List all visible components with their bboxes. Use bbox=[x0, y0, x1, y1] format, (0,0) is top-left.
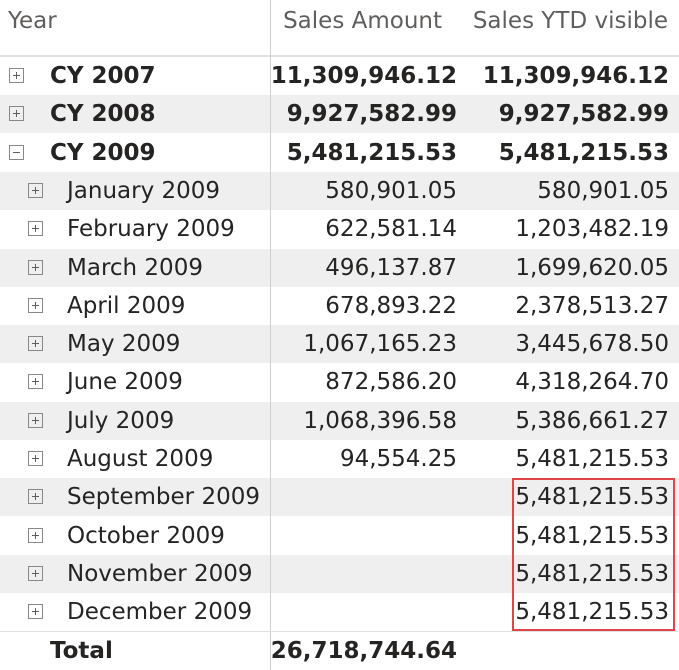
row-label: January 2009 bbox=[67, 177, 221, 204]
row-label: June 2009 bbox=[67, 369, 183, 396]
row-label: August 2009 bbox=[67, 446, 214, 472]
row-label: February 2009 bbox=[67, 216, 235, 243]
sales-amount-value: 872,586.20 bbox=[325, 369, 457, 396]
row-february-2009: February 2009 622,581.14 1,203,482.19 bbox=[0, 210, 679, 248]
sales-amount-value: 5,481,215.53 bbox=[286, 139, 457, 166]
expand-icon[interactable] bbox=[28, 412, 43, 428]
row-label: April 2009 bbox=[67, 292, 186, 319]
sales-ytd-value: 580,901.05 bbox=[537, 177, 669, 204]
row-may-2009: May 2009 1,067,165.23 3,445,678.50 bbox=[0, 325, 679, 364]
expand-icon[interactable] bbox=[9, 68, 24, 83]
sales-ytd-value: 3,445,678.50 bbox=[515, 331, 669, 358]
row-label: CY 2008 bbox=[50, 101, 156, 128]
expand-icon[interactable] bbox=[28, 182, 43, 198]
sales-ytd-value: 5,481,215.53 bbox=[515, 599, 669, 626]
sales-ytd-value: 5,481,215.53 bbox=[498, 139, 669, 166]
sales-ytd-value: 5,481,215.53 bbox=[515, 484, 669, 511]
expand-icon[interactable] bbox=[28, 336, 43, 352]
total-label: Total bbox=[50, 638, 113, 664]
sales-ytd-value: 4,318,264.70 bbox=[515, 369, 669, 396]
row-september-2009: September 2009 5,481,215.53 bbox=[0, 478, 679, 517]
row-label: December 2009 bbox=[67, 599, 253, 626]
sales-ytd-value: 9,927,582.99 bbox=[498, 101, 669, 128]
row-march-2009: March 2009 496,137.87 1,699,620.05 bbox=[0, 248, 679, 287]
row-cy-2008: CY 2008 9,927,582.99 9,927,582.99 bbox=[0, 95, 679, 134]
row-label: September 2009 bbox=[67, 484, 260, 511]
column-header-sales-ytd-visible[interactable]: Sales YTD visible bbox=[472, 8, 668, 34]
sales-amount-value: 1,068,396.58 bbox=[303, 407, 457, 434]
sales-amount-value: 94,554.25 bbox=[339, 446, 457, 472]
sales-amount-value: 580,901.05 bbox=[325, 177, 457, 204]
expand-icon[interactable] bbox=[28, 259, 43, 275]
expand-icon[interactable] bbox=[9, 106, 24, 122]
sales-ytd-value: 1,699,620.05 bbox=[515, 254, 669, 281]
row-cy-2009: CY 2009 5,481,215.53 5,481,215.53 bbox=[0, 134, 679, 172]
expand-icon[interactable] bbox=[28, 451, 43, 466]
column-header-sales-amount[interactable]: Sales Amount bbox=[283, 8, 442, 34]
sales-ytd-value: 5,481,215.53 bbox=[515, 522, 669, 549]
sales-ytd-value: 2,378,513.27 bbox=[515, 292, 669, 319]
collapse-icon[interactable] bbox=[9, 144, 24, 160]
sales-ytd-value: 5,481,215.53 bbox=[515, 446, 669, 472]
total-row: Total 26,718,744.64 bbox=[0, 632, 679, 670]
sales-amount-value: 11,309,946.12 bbox=[270, 63, 457, 89]
row-april-2009: April 2009 678,893.22 2,378,513.27 bbox=[0, 287, 679, 325]
total-divider bbox=[0, 631, 679, 632]
row-november-2009: November 2009 5,481,215.53 bbox=[0, 554, 679, 593]
sales-ytd-value: 11,309,946.12 bbox=[482, 63, 669, 89]
column-header-year[interactable]: Year bbox=[8, 8, 57, 34]
expand-icon[interactable] bbox=[28, 604, 43, 620]
sales-amount-value: 9,927,582.99 bbox=[286, 101, 457, 128]
row-label: CY 2009 bbox=[50, 139, 156, 166]
sales-amount-value: 678,893.22 bbox=[325, 292, 457, 319]
sales-ytd-value: 5,386,661.27 bbox=[515, 407, 669, 434]
row-label: October 2009 bbox=[67, 522, 225, 549]
expand-icon[interactable] bbox=[28, 297, 43, 313]
total-sales-amount: 26,718,744.64 bbox=[270, 638, 457, 664]
expand-icon[interactable] bbox=[28, 221, 43, 237]
row-cy-2007: CY 2007 11,309,946.12 11,309,946.12 bbox=[0, 57, 679, 95]
expand-icon[interactable] bbox=[28, 489, 43, 505]
row-december-2009: December 2009 5,481,215.53 bbox=[0, 593, 679, 631]
row-october-2009: October 2009 5,481,215.53 bbox=[0, 517, 679, 555]
sales-amount-value: 1,067,165.23 bbox=[303, 331, 457, 358]
sales-ytd-value: 5,481,215.53 bbox=[515, 560, 669, 587]
sales-amount-value: 622,581.14 bbox=[325, 216, 457, 243]
sales-ytd-value: 1,203,482.19 bbox=[515, 216, 669, 243]
row-july-2009: July 2009 1,068,396.58 5,386,661.27 bbox=[0, 401, 679, 440]
column-header-row: Year Sales Amount Sales YTD visible bbox=[0, 0, 679, 57]
expand-icon[interactable] bbox=[28, 565, 43, 581]
row-label: November 2009 bbox=[67, 560, 253, 587]
expand-icon[interactable] bbox=[28, 374, 43, 390]
expand-icon[interactable] bbox=[28, 527, 43, 543]
sales-amount-value: 496,137.87 bbox=[325, 254, 457, 281]
row-label: CY 2007 bbox=[50, 63, 156, 89]
row-june-2009: June 2009 872,586.20 4,318,264.70 bbox=[0, 363, 679, 401]
row-label: July 2009 bbox=[67, 407, 175, 434]
row-january-2009: January 2009 580,901.05 580,901.05 bbox=[0, 171, 679, 210]
row-august-2009: August 2009 94,554.25 5,481,215.53 bbox=[0, 440, 679, 478]
column-divider bbox=[270, 0, 271, 670]
row-label: March 2009 bbox=[67, 254, 203, 281]
row-label: May 2009 bbox=[67, 331, 181, 358]
